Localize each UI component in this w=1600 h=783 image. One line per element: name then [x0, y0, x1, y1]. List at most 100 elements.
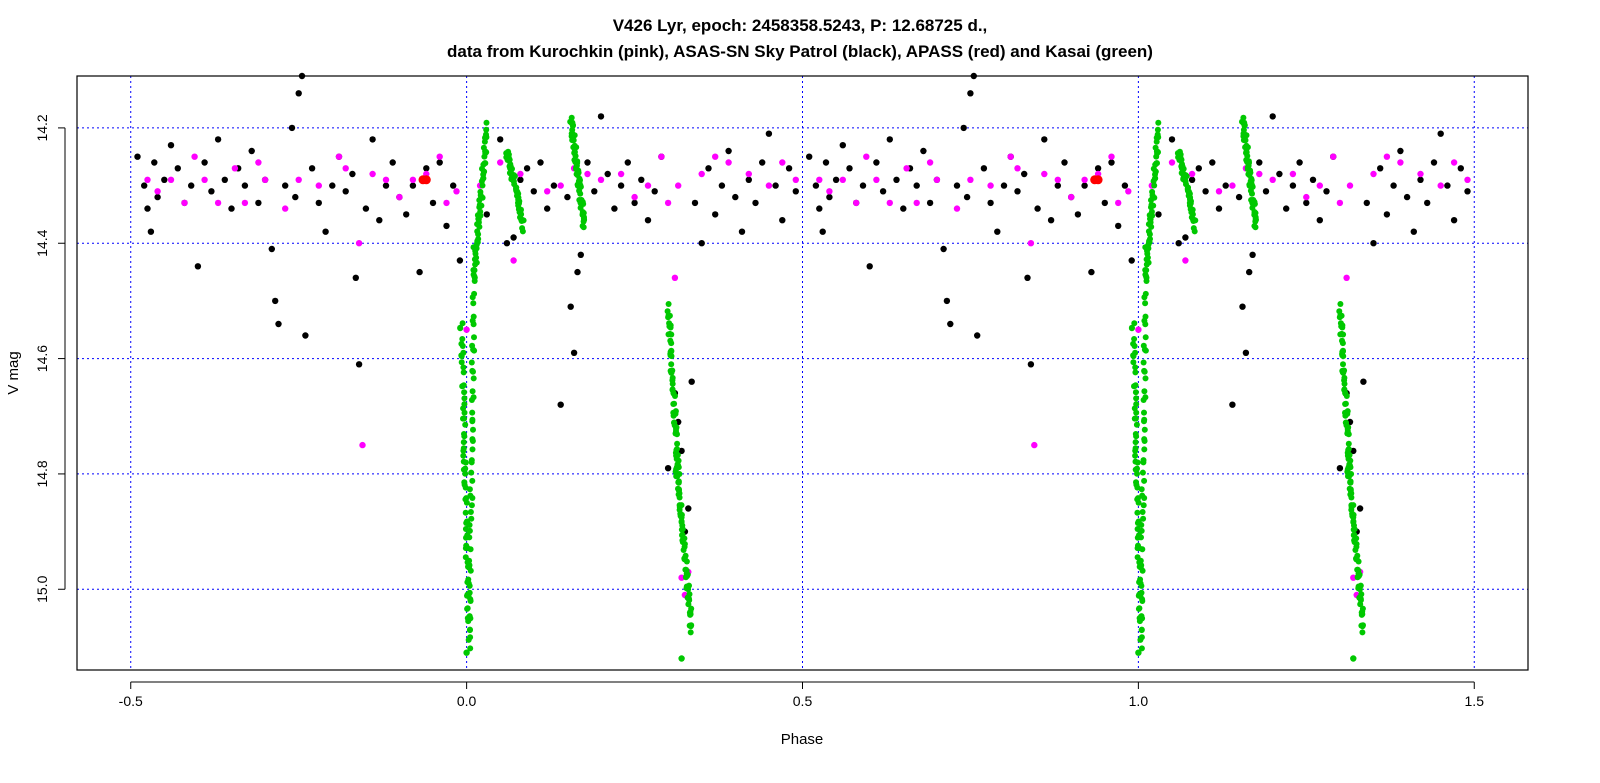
asas-sn-sky-patrol-point	[866, 263, 873, 270]
kasai-point	[466, 534, 473, 541]
kurochkin-point	[359, 441, 366, 449]
kurochkin-point	[886, 199, 893, 207]
kasai-point	[1138, 645, 1145, 652]
kurochkin-point	[557, 182, 564, 189]
asas-sn-sky-patrol-point	[550, 182, 558, 189]
kasai-point	[1138, 582, 1145, 589]
asas-sn-sky-patrol-point	[960, 124, 967, 132]
kurochkin-point	[436, 153, 443, 160]
kasai-point	[1350, 655, 1357, 662]
asas-sn-sky-patrol-point	[879, 188, 887, 195]
asas-sn-sky-patrol-point	[1403, 193, 1411, 201]
kasai-point	[479, 182, 486, 189]
asas-sn-sky-patrol-point	[886, 136, 893, 143]
asas-sn-sky-patrol-point	[963, 193, 971, 201]
apass-point	[1093, 175, 1103, 185]
kasai-point	[1339, 340, 1346, 347]
kasai-point	[669, 374, 676, 381]
kasai-point	[680, 547, 687, 553]
kasai-point	[467, 626, 473, 633]
kasai-point	[1131, 336, 1138, 342]
kasai-point	[1337, 301, 1344, 307]
kasai-point	[471, 334, 477, 341]
kasai-point	[1132, 369, 1139, 376]
kasai-point	[469, 388, 476, 395]
kasai-point	[1137, 636, 1144, 643]
asas-sn-sky-patrol-point	[900, 205, 907, 212]
kasai-point	[1131, 415, 1138, 422]
x-tick-label: -0.5	[119, 693, 143, 709]
kasai-point	[468, 515, 475, 522]
asas-sn-sky-patrol-point	[772, 182, 779, 189]
asas-sn-sky-patrol-point	[151, 159, 158, 166]
x-tick-label: 0.5	[793, 693, 813, 709]
kurochkin-point	[863, 153, 870, 160]
kasai-point	[687, 629, 694, 636]
kasai-point	[1130, 359, 1137, 366]
asas-sn-sky-patrol-point	[1316, 217, 1324, 224]
asas-sn-sky-patrol-point	[1081, 182, 1088, 189]
kasai-point	[1150, 202, 1157, 209]
kasai-point	[1359, 623, 1366, 630]
kasai-point	[1140, 502, 1147, 509]
kasai-point	[466, 527, 473, 534]
kasai-point	[1252, 224, 1259, 231]
y-tick-label: 15.0	[34, 575, 50, 602]
kasai-point	[673, 425, 679, 432]
kasai-point	[1240, 114, 1247, 121]
kasai-point	[458, 359, 465, 366]
asas-sn-sky-patrol-point	[288, 124, 296, 132]
kasai-point	[1140, 342, 1147, 349]
asas-sn-sky-patrol-point	[369, 136, 376, 143]
kurochkin-point	[154, 188, 161, 195]
asas-sn-sky-patrol-point	[1417, 176, 1424, 183]
kurochkin-point	[1397, 159, 1404, 166]
kurochkin-point	[1289, 170, 1297, 178]
kasai-point	[1142, 300, 1149, 307]
kasai-point	[1139, 509, 1146, 515]
kasai-point	[1140, 457, 1147, 464]
kurochkin-point	[1215, 188, 1223, 195]
asas-sn-sky-patrol-point	[268, 245, 275, 253]
asas-sn-sky-patrol-point	[1101, 199, 1109, 207]
asas-sn-sky-patrol-point	[416, 268, 423, 276]
asas-sn-sky-patrol-point	[732, 193, 739, 201]
kasai-point	[1252, 218, 1259, 225]
kurochkin-point	[671, 274, 679, 281]
asas-sn-sky-patrol-point	[1283, 205, 1290, 212]
asas-sn-sky-patrol-point	[530, 188, 537, 195]
kurochkin-point	[1031, 441, 1038, 449]
asas-sn-sky-patrol-point	[698, 240, 705, 247]
asas-sn-sky-patrol-point	[839, 142, 846, 149]
asas-sn-sky-patrol-point	[574, 268, 581, 276]
kurochkin-point	[1014, 165, 1021, 172]
kurochkin-point	[698, 170, 705, 178]
asas-sn-sky-patrol-point	[342, 188, 349, 195]
kasai-point	[1132, 389, 1139, 396]
kasai-point	[1141, 388, 1148, 395]
kurochkin-point	[463, 326, 470, 333]
kurochkin-point	[987, 182, 994, 189]
asas-sn-sky-patrol-point	[752, 199, 759, 207]
kurochkin-point	[658, 153, 665, 160]
asas-sn-sky-patrol-point	[940, 245, 947, 253]
asas-sn-sky-patrol-point	[577, 251, 584, 258]
kasai-point	[1337, 312, 1344, 319]
kasai-point	[460, 364, 467, 371]
kasai-point	[676, 490, 683, 497]
asas-sn-sky-patrol-point	[1390, 182, 1397, 189]
asas-sn-sky-patrol-point	[134, 153, 141, 160]
kasai-point	[1152, 168, 1159, 175]
asas-sn-sky-patrol-point	[308, 165, 316, 172]
kasai-point	[674, 461, 681, 468]
kasai-point	[574, 159, 581, 166]
asas-sn-sky-patrol-point	[523, 165, 531, 172]
kurochkin-point	[144, 176, 151, 183]
kurochkin-point	[315, 182, 322, 189]
asas-sn-sky-patrol-point	[1014, 188, 1021, 195]
asas-sn-sky-patrol-point	[832, 176, 840, 183]
kurochkin-point	[1135, 326, 1142, 333]
asas-sn-sky-patrol-point	[779, 217, 786, 224]
kurochkin-point	[181, 199, 188, 207]
asas-sn-sky-patrol-point	[1239, 303, 1246, 310]
